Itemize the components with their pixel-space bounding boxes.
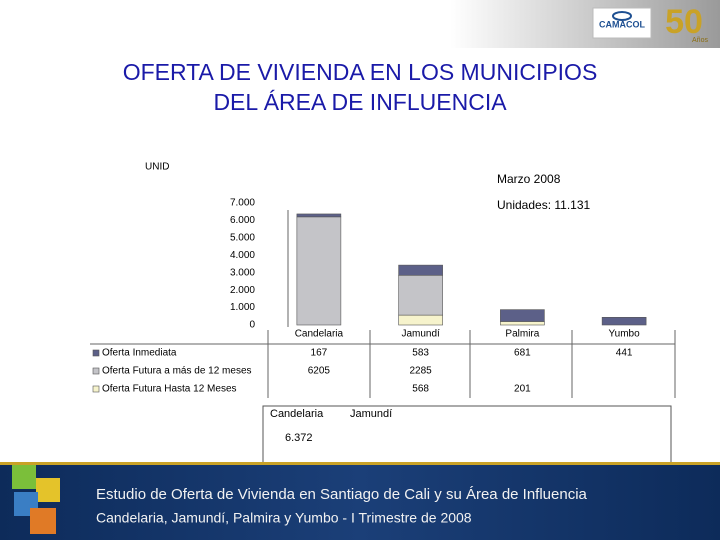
annotation: Marzo 2008 xyxy=(497,172,561,186)
table-value: 681 xyxy=(514,348,531,359)
y-tick-label: 3.000 xyxy=(230,267,255,278)
puzzle-piece xyxy=(36,478,60,502)
y-tick-label: 6.000 xyxy=(230,215,255,226)
note-label: Jamundí xyxy=(350,408,392,420)
legend-swatch xyxy=(92,385,100,393)
footer-line: Estudio de Oferta de Vivienda en Santiag… xyxy=(96,486,588,503)
bar-segment xyxy=(296,216,342,326)
table-value: 201 xyxy=(514,384,531,395)
y-tick-label: 5.000 xyxy=(230,232,255,243)
puzzle-piece xyxy=(30,508,56,534)
x-tick-label: Jamundí xyxy=(401,329,440,340)
note-box xyxy=(262,405,672,471)
y-tick-label: 1.000 xyxy=(230,302,255,313)
x-tick-label: Candelaria xyxy=(295,329,344,340)
header-bar xyxy=(450,0,720,48)
y-tick-label: 2.000 xyxy=(230,285,255,296)
footer-stripe xyxy=(0,462,720,465)
bar-segment xyxy=(398,264,443,276)
logo-mark xyxy=(612,11,632,21)
bar-segment xyxy=(398,314,443,326)
table-value: 583 xyxy=(412,348,429,359)
note-value: 6.372 xyxy=(285,432,313,444)
legend-label: Oferta Futura a más de 12 meses xyxy=(102,366,252,377)
bar-segment xyxy=(500,321,545,326)
note-label: Candelaria xyxy=(270,408,324,420)
bar-segment xyxy=(296,213,342,218)
y-axis-label: UNID xyxy=(145,162,169,173)
table-value: 441 xyxy=(616,348,633,359)
bar-segment xyxy=(601,317,647,326)
x-tick-label: Palmira xyxy=(505,329,539,340)
footer-banner xyxy=(0,462,720,540)
y-tick-label: 0 xyxy=(249,320,255,331)
footer-line: Candelaria, Jamundí, Palmira y Yumbo - I… xyxy=(96,510,472,526)
logo-years: 50 xyxy=(665,3,703,41)
logo-name: CAMACOL xyxy=(599,19,645,29)
logo-years-word: Años xyxy=(692,37,708,44)
puzzle-piece xyxy=(12,465,36,489)
legend-swatch xyxy=(92,349,100,357)
table-value: 167 xyxy=(311,348,328,359)
legend-label: Oferta Futura Hasta 12 Meses xyxy=(102,384,237,395)
table-value: 6205 xyxy=(308,366,331,377)
x-tick-label: Yumbo xyxy=(609,329,641,340)
y-tick-label: 7.000 xyxy=(230,198,255,209)
bar-segment xyxy=(398,274,443,316)
title: DEL ÁREA DE INFLUENCIA xyxy=(213,89,507,115)
title: OFERTA DE VIVIENDA EN LOS MUNICIPIOS xyxy=(123,59,598,85)
legend-label: Oferta Inmediata xyxy=(102,348,177,359)
table-value: 2285 xyxy=(410,366,433,377)
y-tick-label: 4.000 xyxy=(230,250,255,261)
bar-segment xyxy=(500,309,545,322)
annotation: Unidades: 11.131 xyxy=(497,198,591,212)
table-value: 568 xyxy=(412,384,429,395)
legend-swatch xyxy=(92,367,100,375)
